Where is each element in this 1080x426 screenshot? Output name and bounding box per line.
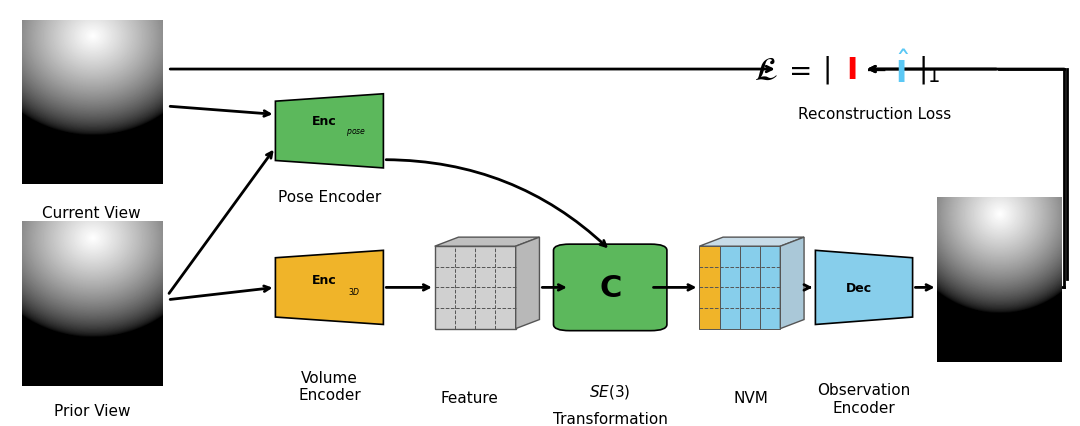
Text: Observation
Encoder: Observation Encoder (818, 382, 910, 414)
Text: Transformation: Transformation (553, 411, 667, 426)
Polygon shape (700, 238, 804, 247)
Text: $SE(3)$: $SE(3)$ (590, 382, 631, 400)
FancyBboxPatch shape (554, 245, 667, 331)
Polygon shape (275, 95, 383, 169)
Text: $=$: $=$ (783, 56, 811, 84)
FancyBboxPatch shape (435, 247, 516, 329)
Text: NVM: NVM (733, 391, 768, 406)
Text: Volume
Encoder: Volume Encoder (298, 370, 361, 402)
FancyBboxPatch shape (740, 247, 760, 329)
Polygon shape (815, 251, 913, 325)
Text: $_{pose}$: $_{pose}$ (347, 127, 366, 140)
Polygon shape (435, 238, 540, 247)
Text: $\mathbf{I}$: $\mathbf{I}$ (846, 55, 856, 84)
Polygon shape (781, 238, 804, 329)
Text: Dec: Dec (846, 281, 872, 294)
Text: $\mathcal{L}$: $\mathcal{L}$ (754, 53, 778, 86)
FancyBboxPatch shape (719, 247, 740, 329)
Polygon shape (275, 251, 383, 325)
Text: Enc: Enc (312, 115, 336, 128)
FancyBboxPatch shape (760, 247, 781, 329)
Polygon shape (516, 238, 540, 329)
Text: $|$: $|$ (822, 54, 831, 86)
FancyBboxPatch shape (700, 247, 719, 329)
Text: $-$: $-$ (864, 56, 886, 84)
Text: Prior View: Prior View (54, 403, 130, 418)
Text: $\hat{\mathbf{I}}$: $\hat{\mathbf{I}}$ (894, 51, 909, 89)
Text: $|_1$: $|_1$ (918, 54, 940, 86)
Text: Reconstruction Loss: Reconstruction Loss (798, 107, 951, 122)
Text: $_{3D}$: $_{3D}$ (348, 286, 361, 298)
Text: Enc: Enc (312, 273, 336, 286)
Text: $\mathbf{C}$: $\mathbf{C}$ (599, 273, 621, 302)
Text: Feature: Feature (441, 391, 499, 406)
Text: Pose Encoder: Pose Encoder (278, 189, 381, 204)
Text: Current View: Current View (42, 205, 141, 221)
